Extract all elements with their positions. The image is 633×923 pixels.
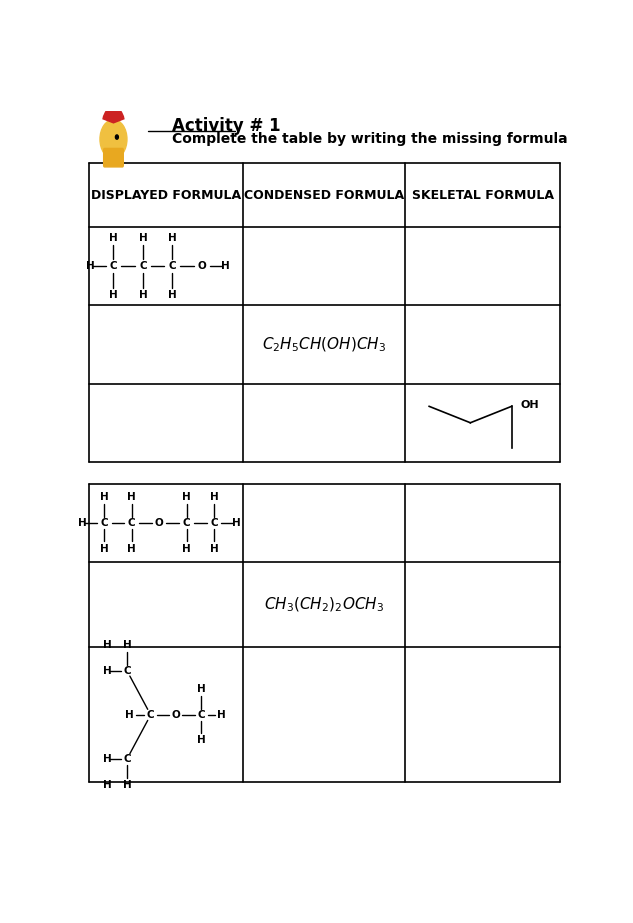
- Text: H: H: [103, 665, 111, 676]
- Text: C: C: [197, 710, 205, 720]
- FancyBboxPatch shape: [104, 149, 123, 167]
- Text: H: H: [127, 544, 136, 554]
- Text: H: H: [139, 234, 147, 244]
- Text: H: H: [217, 710, 226, 720]
- Text: H: H: [103, 780, 111, 790]
- Text: H: H: [100, 492, 108, 502]
- Text: O: O: [154, 518, 163, 528]
- Text: $C_2H_5CH(OH)CH_3$: $C_2H_5CH(OH)CH_3$: [262, 335, 387, 354]
- Text: C: C: [168, 261, 176, 271]
- Text: H: H: [221, 261, 230, 271]
- Text: H: H: [85, 261, 94, 271]
- Text: H: H: [78, 518, 87, 528]
- Circle shape: [115, 135, 118, 139]
- Text: H: H: [182, 492, 191, 502]
- Text: SKELETAL FORMULA: SKELETAL FORMULA: [411, 189, 554, 202]
- Wedge shape: [103, 107, 124, 123]
- Text: C: C: [123, 754, 131, 764]
- Text: H: H: [123, 780, 132, 790]
- Text: O: O: [172, 710, 180, 720]
- Text: H: H: [232, 518, 241, 528]
- Text: H: H: [103, 754, 111, 764]
- Text: H: H: [109, 290, 118, 300]
- Text: H: H: [210, 492, 218, 502]
- Text: Activity # 1: Activity # 1: [172, 117, 281, 136]
- Text: DISPLAYED FORMULA: DISPLAYED FORMULA: [91, 189, 241, 202]
- Text: C: C: [183, 518, 191, 528]
- Text: H: H: [210, 544, 218, 554]
- Text: C: C: [139, 261, 147, 271]
- Text: H: H: [127, 492, 136, 502]
- Text: C: C: [128, 518, 135, 528]
- Text: H: H: [197, 736, 206, 746]
- Text: C: C: [210, 518, 218, 528]
- Text: H: H: [182, 544, 191, 554]
- Text: H: H: [168, 290, 177, 300]
- Text: H: H: [109, 234, 118, 244]
- Ellipse shape: [100, 120, 127, 159]
- Text: OH: OH: [521, 400, 539, 410]
- Text: H: H: [103, 640, 111, 650]
- Text: H: H: [100, 544, 108, 554]
- Text: H: H: [125, 710, 134, 720]
- Text: C: C: [146, 710, 154, 720]
- Text: C: C: [110, 261, 117, 271]
- Text: H: H: [123, 640, 132, 650]
- Text: CONDENSED FORMULA: CONDENSED FORMULA: [244, 189, 404, 202]
- Text: C: C: [101, 518, 108, 528]
- Text: O: O: [197, 261, 206, 271]
- Text: H: H: [139, 290, 147, 300]
- Text: H: H: [168, 234, 177, 244]
- Text: H: H: [197, 684, 206, 694]
- Text: $CH_3(CH_2)_2OCH_3$: $CH_3(CH_2)_2OCH_3$: [265, 595, 384, 614]
- Text: Complete the table by writing the missing formula: Complete the table by writing the missin…: [172, 132, 568, 146]
- Text: C: C: [123, 665, 131, 676]
